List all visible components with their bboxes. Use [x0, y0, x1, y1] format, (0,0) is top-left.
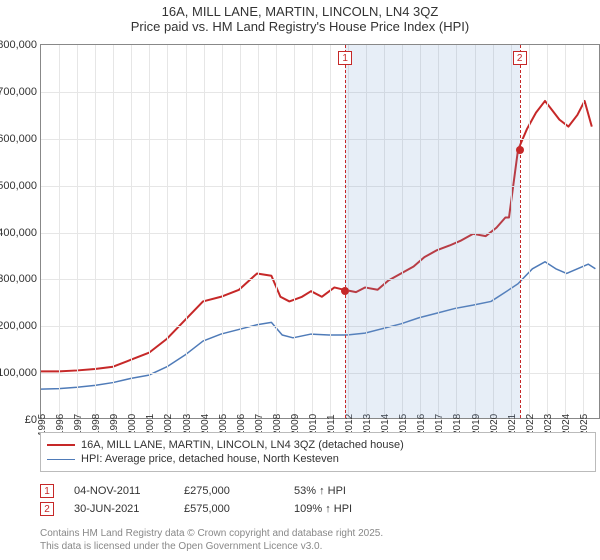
- event-vline: [520, 45, 521, 418]
- title-address: 16A, MILL LANE, MARTIN, LINCOLN, LN4 3QZ: [0, 4, 600, 19]
- transaction-marker-box: 2: [40, 502, 54, 516]
- transaction-price: £275,000: [184, 485, 274, 497]
- y-axis-tick-label: £100,000: [0, 367, 41, 379]
- transaction-details: 1 04-NOV-2011 £275,000 53% ↑ HPI 2 30-JU…: [40, 480, 596, 520]
- attribution-text: Contains HM Land Registry data © Crown c…: [40, 528, 596, 553]
- attribution-line: This data is licensed under the Open Gov…: [40, 541, 596, 554]
- legend-item-hpi: HPI: Average price, detached house, Nort…: [47, 453, 589, 465]
- y-axis-tick-label: £700,000: [0, 86, 41, 98]
- transaction-price: £575,000: [184, 503, 274, 515]
- transaction-marker-box: 1: [40, 484, 54, 498]
- chart-plot-area: £0£100,000£200,000£300,000£400,000£500,0…: [40, 44, 600, 419]
- title-block: 16A, MILL LANE, MARTIN, LINCOLN, LN4 3QZ…: [0, 0, 600, 36]
- legend-label: HPI: Average price, detached house, Nort…: [81, 453, 339, 465]
- y-axis-tick-label: £200,000: [0, 320, 41, 332]
- transaction-pct-vs-hpi: 53% ↑ HPI: [294, 485, 384, 497]
- event-marker-box: 2: [513, 51, 527, 65]
- price-paid-point-marker: [516, 146, 524, 154]
- legend-item-price-paid: 16A, MILL LANE, MARTIN, LINCOLN, LN4 3QZ…: [47, 439, 589, 451]
- legend-label: 16A, MILL LANE, MARTIN, LINCOLN, LN4 3QZ…: [81, 439, 404, 451]
- y-axis-tick-label: £500,000: [0, 180, 41, 192]
- legend-swatch-hpi: [47, 459, 75, 460]
- event-marker-box: 1: [338, 51, 352, 65]
- attribution-line: Contains HM Land Registry data © Crown c…: [40, 528, 596, 541]
- legend-swatch-price-paid: [47, 444, 75, 446]
- chart-container: 16A, MILL LANE, MARTIN, LINCOLN, LN4 3QZ…: [0, 0, 600, 560]
- y-axis-tick-label: £400,000: [0, 227, 41, 239]
- event-vline: [345, 45, 346, 418]
- transaction-date: 04-NOV-2011: [74, 485, 164, 497]
- y-axis-tick-label: £300,000: [0, 273, 41, 285]
- price-paid-point-marker: [341, 287, 349, 295]
- y-axis-tick-label: £800,000: [0, 39, 41, 51]
- transaction-date: 30-JUN-2021: [74, 503, 164, 515]
- transaction-row: 2 30-JUN-2021 £575,000 109% ↑ HPI: [40, 502, 596, 516]
- y-axis-tick-label: £600,000: [0, 133, 41, 145]
- shaded-ownership-period: [345, 45, 520, 418]
- legend-box: 16A, MILL LANE, MARTIN, LINCOLN, LN4 3QZ…: [40, 432, 596, 472]
- transaction-pct-vs-hpi: 109% ↑ HPI: [294, 503, 384, 515]
- title-subtitle: Price paid vs. HM Land Registry's House …: [0, 19, 600, 34]
- transaction-row: 1 04-NOV-2011 £275,000 53% ↑ HPI: [40, 484, 596, 498]
